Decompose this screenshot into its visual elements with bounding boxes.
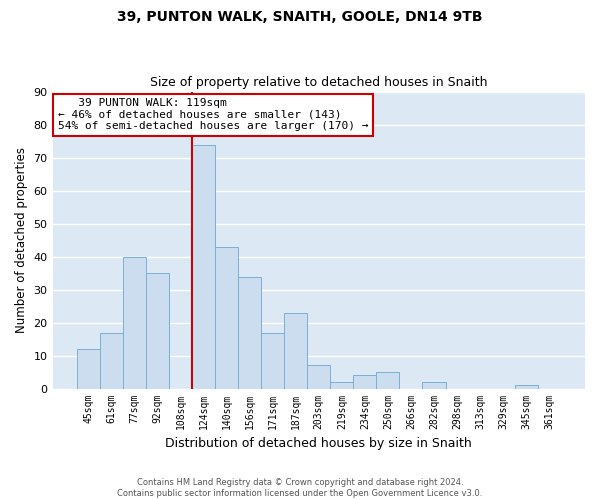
Bar — [146, 273, 169, 388]
Bar — [261, 332, 284, 388]
Bar — [215, 247, 238, 388]
Bar — [376, 372, 400, 388]
Bar — [192, 145, 215, 388]
Bar — [77, 349, 100, 389]
Bar — [284, 313, 307, 388]
Bar — [307, 366, 330, 388]
Text: 39 PUNTON WALK: 119sqm
← 46% of detached houses are smaller (143)
54% of semi-de: 39 PUNTON WALK: 119sqm ← 46% of detached… — [58, 98, 368, 131]
Text: 39, PUNTON WALK, SNAITH, GOOLE, DN14 9TB: 39, PUNTON WALK, SNAITH, GOOLE, DN14 9TB — [117, 10, 483, 24]
Bar — [422, 382, 446, 388]
Bar — [238, 276, 261, 388]
Bar — [330, 382, 353, 388]
Text: Contains HM Land Registry data © Crown copyright and database right 2024.
Contai: Contains HM Land Registry data © Crown c… — [118, 478, 482, 498]
X-axis label: Distribution of detached houses by size in Snaith: Distribution of detached houses by size … — [166, 437, 472, 450]
Bar — [100, 332, 123, 388]
Bar — [123, 257, 146, 388]
Y-axis label: Number of detached properties: Number of detached properties — [15, 148, 28, 334]
Bar — [515, 386, 538, 388]
Title: Size of property relative to detached houses in Snaith: Size of property relative to detached ho… — [150, 76, 488, 90]
Bar — [353, 376, 376, 388]
